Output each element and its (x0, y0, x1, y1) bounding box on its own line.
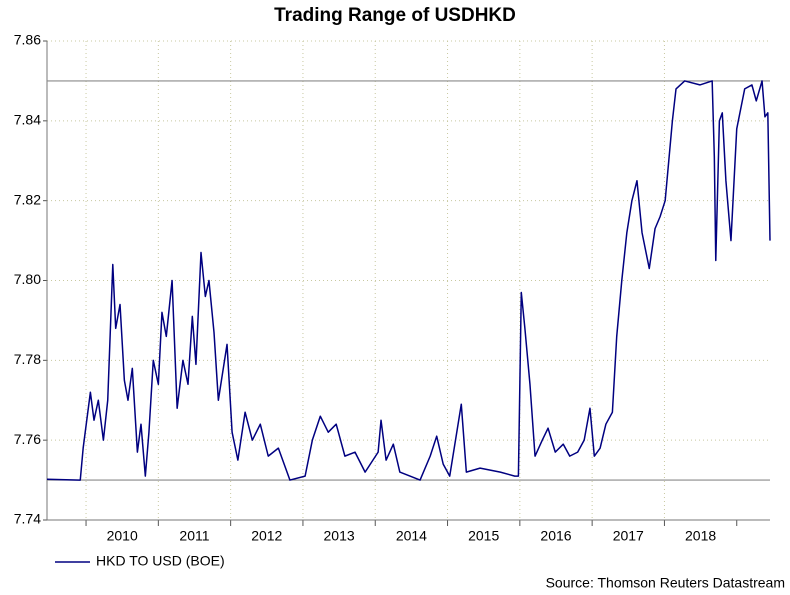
x-tick-label: 2018 (685, 528, 716, 544)
x-tick-label: 2015 (468, 528, 499, 544)
y-tick-label: 7.84 (14, 112, 41, 128)
chart-title: Trading Range of USDHKD (274, 5, 516, 26)
y-tick-label: 7.82 (14, 191, 41, 207)
x-tick-label: 2010 (107, 528, 138, 544)
y-tick-label: 7.86 (14, 32, 41, 48)
y-tick-label: 7.76 (14, 431, 41, 447)
y-tick-label: 7.78 (14, 351, 41, 367)
x-tick-label: 2013 (324, 528, 355, 544)
y-tick-label: 7.74 (14, 511, 41, 527)
legend-label: HKD TO USD (BOE) (96, 553, 225, 569)
x-tick-label: 2012 (251, 528, 282, 544)
data-line (46, 80, 771, 481)
x-tick-label: 2016 (540, 528, 571, 544)
x-tick-label: 2011 (179, 528, 209, 544)
x-tick-label: 2017 (613, 528, 644, 544)
x-tick-label: 2014 (396, 528, 427, 544)
y-tick-label: 7.80 (14, 271, 41, 287)
source-note: Source: Thomson Reuters Datastream (546, 575, 785, 591)
